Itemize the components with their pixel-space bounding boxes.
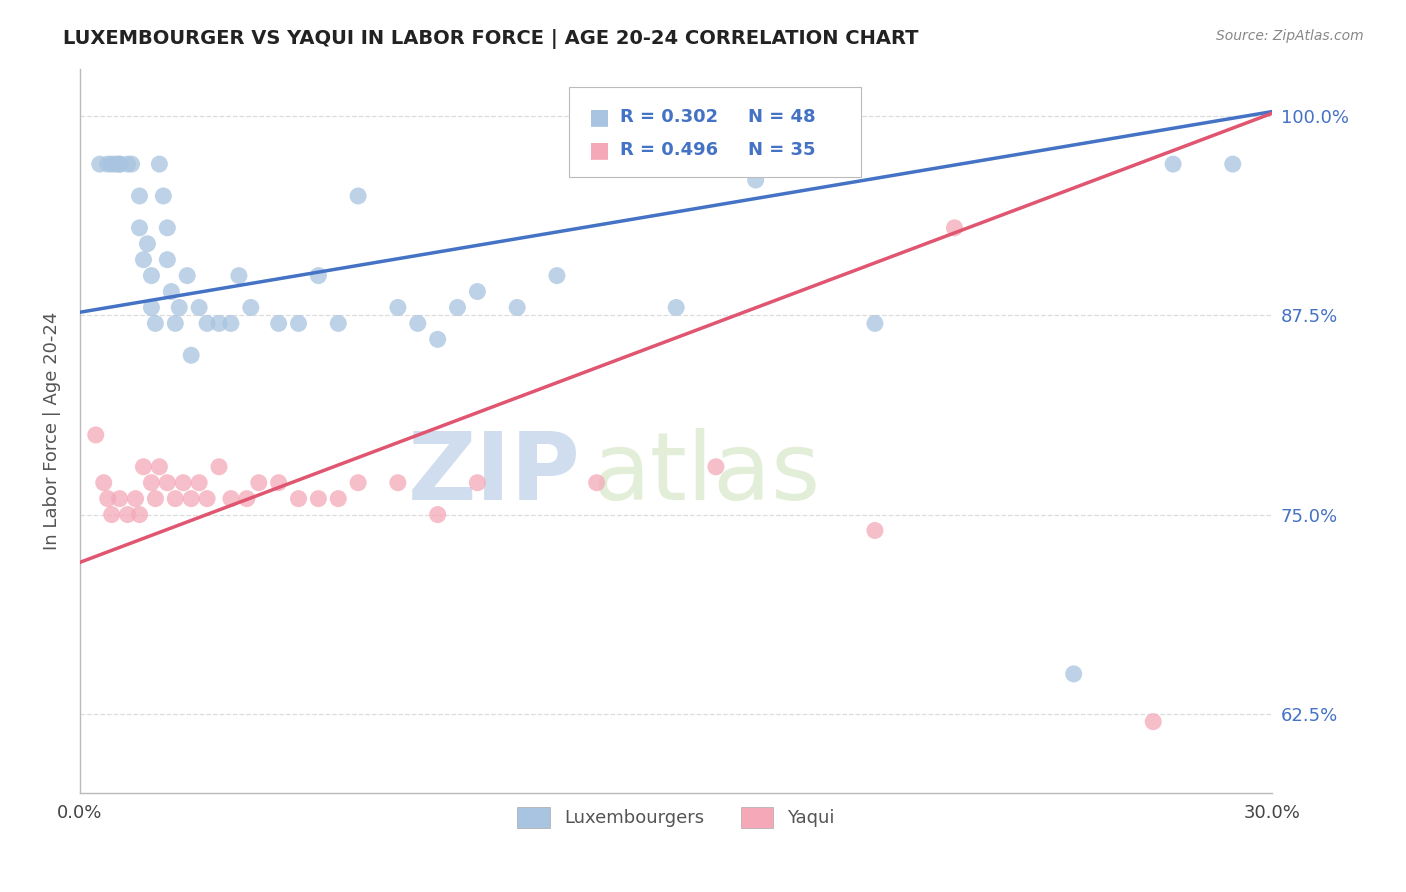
Point (1161, 157, 1184, 171)
Text: Source: ZipAtlas.com: Source: ZipAtlas.com (1216, 29, 1364, 43)
Text: ZIP: ZIP (408, 428, 581, 520)
Point (156, 475, 179, 490)
Point (97, 491, 120, 506)
Point (156, 220, 179, 235)
Point (121, 157, 143, 171)
Point (406, 317, 429, 331)
Text: ■: ■ (589, 140, 610, 161)
Point (152, 189, 174, 203)
Point (506, 301, 529, 315)
Text: N = 35: N = 35 (748, 141, 815, 160)
Text: N = 48: N = 48 (748, 108, 815, 126)
Point (104, 157, 127, 171)
FancyBboxPatch shape (569, 87, 860, 178)
Point (287, 317, 309, 331)
Point (236, 491, 259, 506)
Point (180, 348, 202, 362)
Point (141, 268, 163, 283)
Point (219, 317, 242, 331)
Point (208, 317, 231, 331)
Point (132, 252, 155, 267)
Point (141, 475, 163, 490)
Point (128, 220, 150, 235)
Point (228, 268, 250, 283)
Point (132, 459, 155, 474)
Text: LUXEMBOURGER VS YAQUI IN LABOR FORCE | AGE 20-24 CORRELATION CHART: LUXEMBOURGER VS YAQUI IN LABOR FORCE | A… (63, 29, 918, 48)
Point (247, 475, 270, 490)
Point (347, 189, 370, 203)
Point (148, 157, 170, 171)
Point (128, 508, 150, 522)
Point (117, 508, 139, 522)
Point (117, 157, 139, 171)
Y-axis label: In Labor Force | Age 20-24: In Labor Force | Age 20-24 (44, 311, 60, 550)
Point (208, 459, 231, 474)
Point (195, 317, 218, 331)
Point (863, 317, 886, 331)
Point (136, 236, 159, 251)
Point (108, 491, 131, 506)
Point (239, 301, 262, 315)
Point (863, 524, 886, 538)
Text: ■: ■ (589, 107, 610, 127)
Point (1142, 714, 1164, 729)
Point (141, 301, 163, 315)
Point (84, 428, 107, 442)
Point (446, 301, 468, 315)
Point (165, 491, 187, 506)
Point (347, 475, 370, 490)
Point (160, 285, 183, 299)
Point (108, 157, 131, 171)
Point (328, 491, 350, 506)
Point (97, 157, 120, 171)
Point (176, 268, 198, 283)
Point (167, 301, 190, 315)
Point (145, 317, 167, 331)
Point (188, 475, 211, 490)
Text: R = 0.496: R = 0.496 (620, 141, 718, 160)
Point (467, 475, 489, 490)
Point (100, 157, 122, 171)
Point (195, 491, 218, 506)
Point (100, 508, 122, 522)
Point (307, 491, 329, 506)
Point (188, 301, 211, 315)
Point (219, 491, 242, 506)
Point (426, 508, 449, 522)
Point (180, 491, 202, 506)
Point (665, 301, 688, 315)
Text: atlas: atlas (593, 428, 821, 520)
Point (704, 459, 727, 474)
Point (387, 301, 409, 315)
Point (89, 157, 111, 171)
Point (148, 459, 170, 474)
Point (1063, 666, 1085, 681)
Point (744, 173, 766, 187)
Point (328, 317, 350, 331)
Text: R = 0.302: R = 0.302 (620, 108, 718, 126)
Point (172, 475, 194, 490)
Point (943, 220, 966, 235)
Point (124, 491, 146, 506)
Point (467, 285, 489, 299)
Point (287, 491, 309, 506)
Point (145, 491, 167, 506)
Point (267, 475, 290, 490)
Point (267, 317, 290, 331)
Point (307, 268, 329, 283)
Point (128, 189, 150, 203)
Point (1222, 157, 1244, 171)
Point (585, 475, 607, 490)
Point (165, 317, 187, 331)
Point (156, 252, 179, 267)
Point (387, 475, 409, 490)
Point (108, 157, 131, 171)
Point (426, 332, 449, 346)
Legend: Luxembourgers, Yaqui: Luxembourgers, Yaqui (510, 800, 842, 835)
Point (546, 268, 568, 283)
Point (93, 475, 115, 490)
